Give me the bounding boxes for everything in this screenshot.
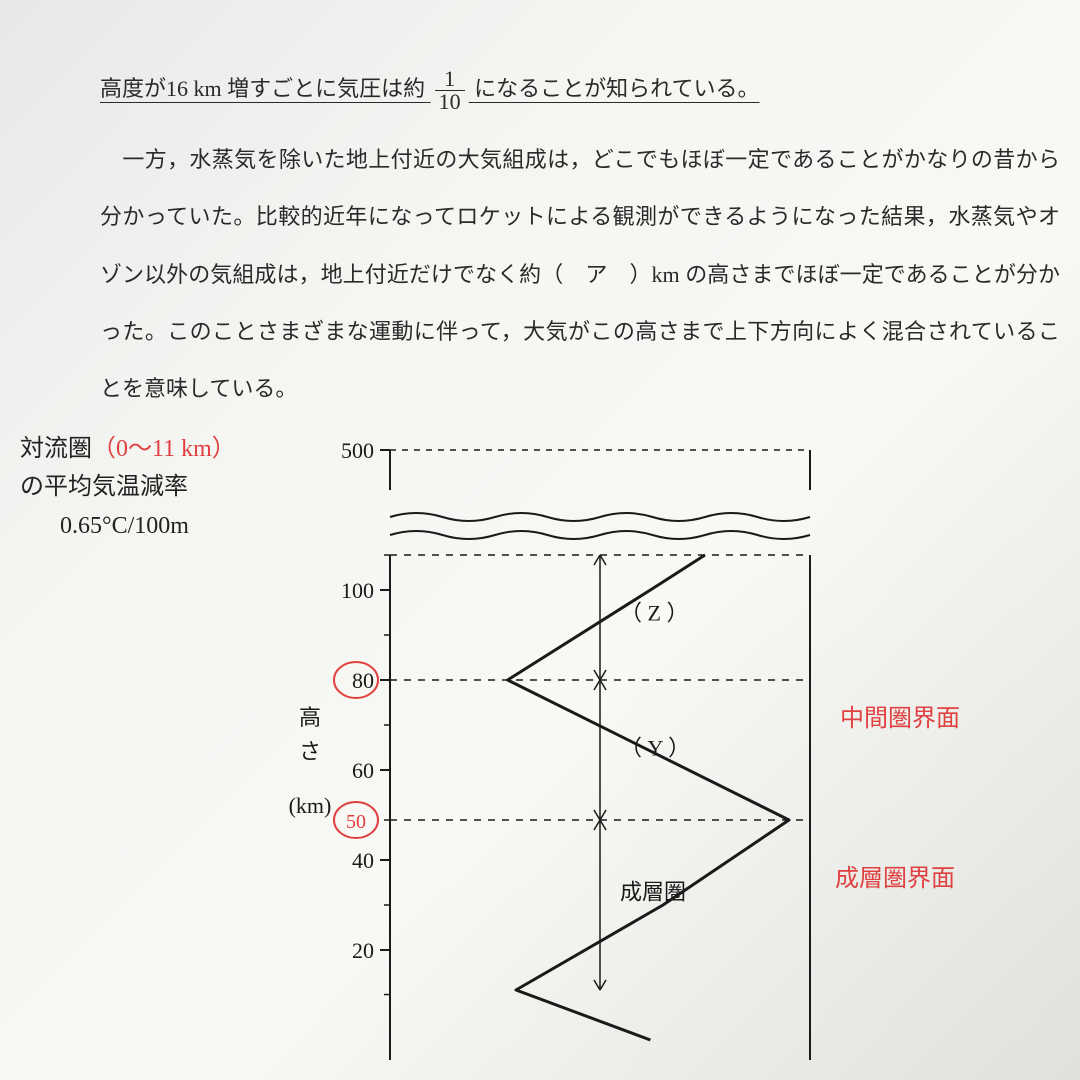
svg-text:100: 100 — [341, 578, 374, 603]
svg-text:20: 20 — [352, 938, 374, 963]
handwritten-left-note: 対流圏（0～11 km） の平均気温減率 0.65°C/100m — [20, 430, 300, 545]
svg-text:さ: さ — [299, 739, 321, 764]
svg-text:500: 500 — [341, 438, 374, 463]
hw-left-black1: 対流圏 — [20, 436, 92, 462]
svg-text:60: 60 — [352, 758, 374, 783]
handwritten-mesopause: 中間圏界面 — [840, 700, 960, 738]
chart-svg: 500 100 80 60 40 20 高さ (km) （ Z ） （ Y ） 成層圏 50 — [280, 420, 980, 1060]
fraction-numerator: 1 — [435, 68, 465, 91]
hw-left-black2: の平均気温減率 — [20, 474, 188, 500]
text-block: 高度が16 km 増すごとに気圧は約 1 10 になることが知られている。 一方… — [40, 60, 1080, 417]
paragraph: 一方，水蒸気を除いた地上付近の大気組成は，どこでもほぼ一定であることがかなりの昔… — [100, 131, 1060, 417]
underlined-sentence: 高度が16 km 増すごとに気圧は約 1 10 になることが知られている。 — [100, 60, 1060, 117]
hw-left-black3: 0.65°C/100m — [60, 513, 189, 539]
handwritten-stratopause: 成層圏界面 — [835, 860, 955, 898]
hw-left-red1: （0～11 km） — [92, 436, 236, 462]
fraction-denominator: 10 — [435, 91, 465, 113]
atmosphere-chart: 500 100 80 60 40 20 高さ (km) （ Z ） （ Y ） 成層圏 50 — [280, 420, 980, 1060]
textbook-page: 高度が16 km 増すごとに気圧は約 1 10 になることが知られている。 一方… — [0, 0, 1080, 1080]
svg-text:（ Z ）: （ Z ） — [620, 601, 688, 626]
svg-text:50: 50 — [346, 811, 366, 833]
svg-text:高: 高 — [299, 705, 321, 730]
svg-text:80: 80 — [352, 668, 374, 693]
line1-pre: 高度が16 km 増すごとに気圧は約 — [100, 76, 425, 101]
fraction: 1 10 — [435, 68, 465, 113]
svg-text:成層圏: 成層圏 — [620, 880, 686, 905]
svg-text:（ Y ）: （ Y ） — [620, 736, 690, 761]
svg-text:40: 40 — [352, 848, 374, 873]
line1-post: になることが知られている。 — [474, 76, 759, 101]
svg-text:(km): (km) — [289, 793, 332, 818]
